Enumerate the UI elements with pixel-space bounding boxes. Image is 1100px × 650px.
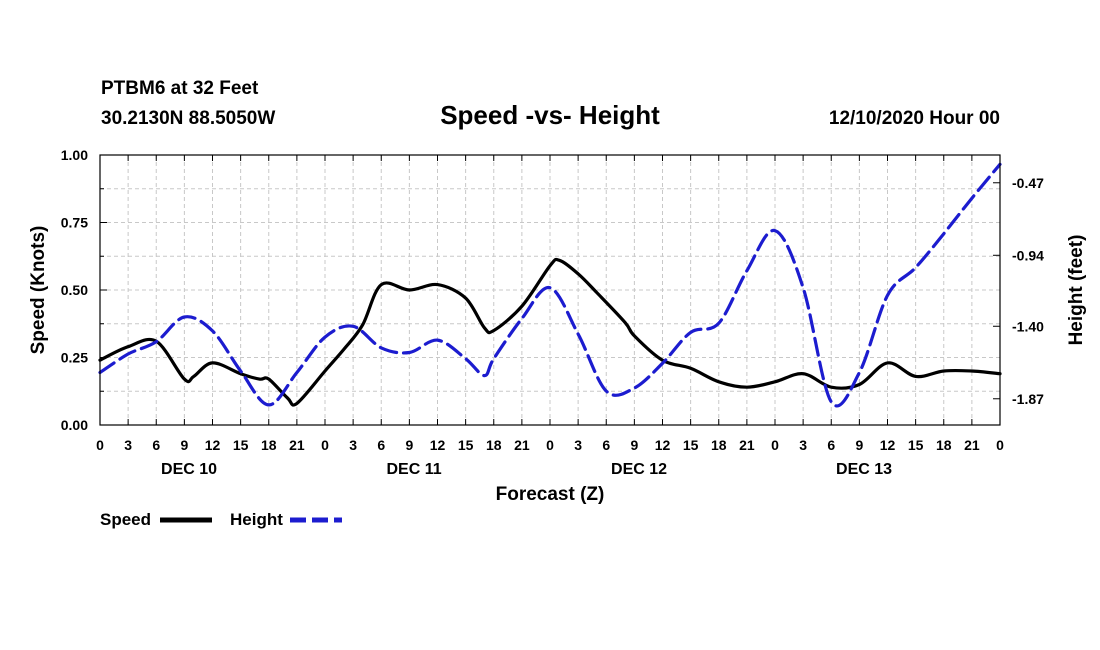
x-tick-label: 3 (574, 437, 582, 453)
x-tick-label: 18 (486, 437, 502, 453)
x-tick-label: 6 (152, 437, 160, 453)
x-tick-label: 9 (630, 437, 638, 453)
x-tick-label: 12 (880, 437, 896, 453)
left-tick-label: 0.00 (61, 417, 88, 433)
x-tick-label: 3 (124, 437, 132, 453)
x-tick-label: 0 (771, 437, 779, 453)
x-tick-label: 6 (827, 437, 835, 453)
x-tick-label: 3 (349, 437, 357, 453)
series-speed-line (98, 257, 1002, 407)
x-tick-label: 0 (996, 437, 1004, 453)
x-tick-label: 18 (711, 437, 727, 453)
x-tick-label: 15 (683, 437, 699, 453)
left-tick-label: 0.75 (61, 215, 88, 231)
legend-speed-label: Speed (100, 510, 151, 529)
series-height-line (98, 162, 1002, 408)
x-tick-label: 18 (261, 437, 277, 453)
x-tick-label: 12 (655, 437, 671, 453)
coords-label: 30.2130N 88.5050W (101, 108, 275, 129)
left-tick-label: 1.00 (61, 147, 88, 163)
x-tick-label: 15 (233, 437, 249, 453)
day-label: DEC 13 (836, 461, 892, 478)
legend-height-label: Height (230, 510, 283, 529)
right-tick-label: -1.87 (1012, 391, 1044, 407)
x-tick-label: 15 (458, 437, 474, 453)
x-tick-label: 21 (739, 437, 755, 453)
x-tick-label: 9 (180, 437, 188, 453)
chart-title: Speed -vs- Height (440, 100, 660, 130)
x-tick-label: 6 (377, 437, 385, 453)
right-tick-label: -1.40 (1012, 318, 1044, 334)
station-label: PTBM6 at 32 Feet (101, 78, 259, 99)
left-tick-label: 0.50 (61, 282, 88, 298)
x-tick-label: 0 (546, 437, 554, 453)
x-tick-label: 21 (514, 437, 530, 453)
right-tick-label: -0.94 (1012, 247, 1044, 263)
x-tick-label: 18 (936, 437, 952, 453)
plot-lines (98, 162, 1002, 408)
x-tick-label: 0 (321, 437, 329, 453)
x-tick-label: 9 (405, 437, 413, 453)
grid (100, 155, 1000, 425)
x-tick-label: 6 (602, 437, 610, 453)
x-tick-label: 9 (855, 437, 863, 453)
left-tick-label: 0.25 (61, 350, 88, 366)
x-tick-label: 21 (289, 437, 305, 453)
right-tick-label: -0.47 (1012, 175, 1044, 191)
x-tick-label: 12 (205, 437, 221, 453)
day-label: DEC 11 (386, 461, 441, 478)
day-label: DEC 12 (611, 461, 667, 478)
x-tick-label: 15 (908, 437, 924, 453)
x-tick-label: 21 (964, 437, 980, 453)
right-axis-title: Height (feet) (1066, 235, 1087, 346)
day-label: DEC 10 (161, 461, 217, 478)
x-tick-label: 12 (430, 437, 446, 453)
x-tick-label: 3 (799, 437, 807, 453)
run-label: 12/10/2020 Hour 00 (829, 108, 1000, 129)
axes: 0 3 6 9 12 15 18 21 0 3 6 9 12 15 18 21 0 3 6 9 12 15 18 21 0 3 6 9… (61, 147, 1044, 478)
x-tick-label: 0 (96, 437, 104, 453)
x-axis-title: Forecast (Z) (496, 484, 605, 505)
legend: Speed Height (100, 510, 342, 529)
left-axis-title: Speed (Knots) (28, 226, 49, 355)
